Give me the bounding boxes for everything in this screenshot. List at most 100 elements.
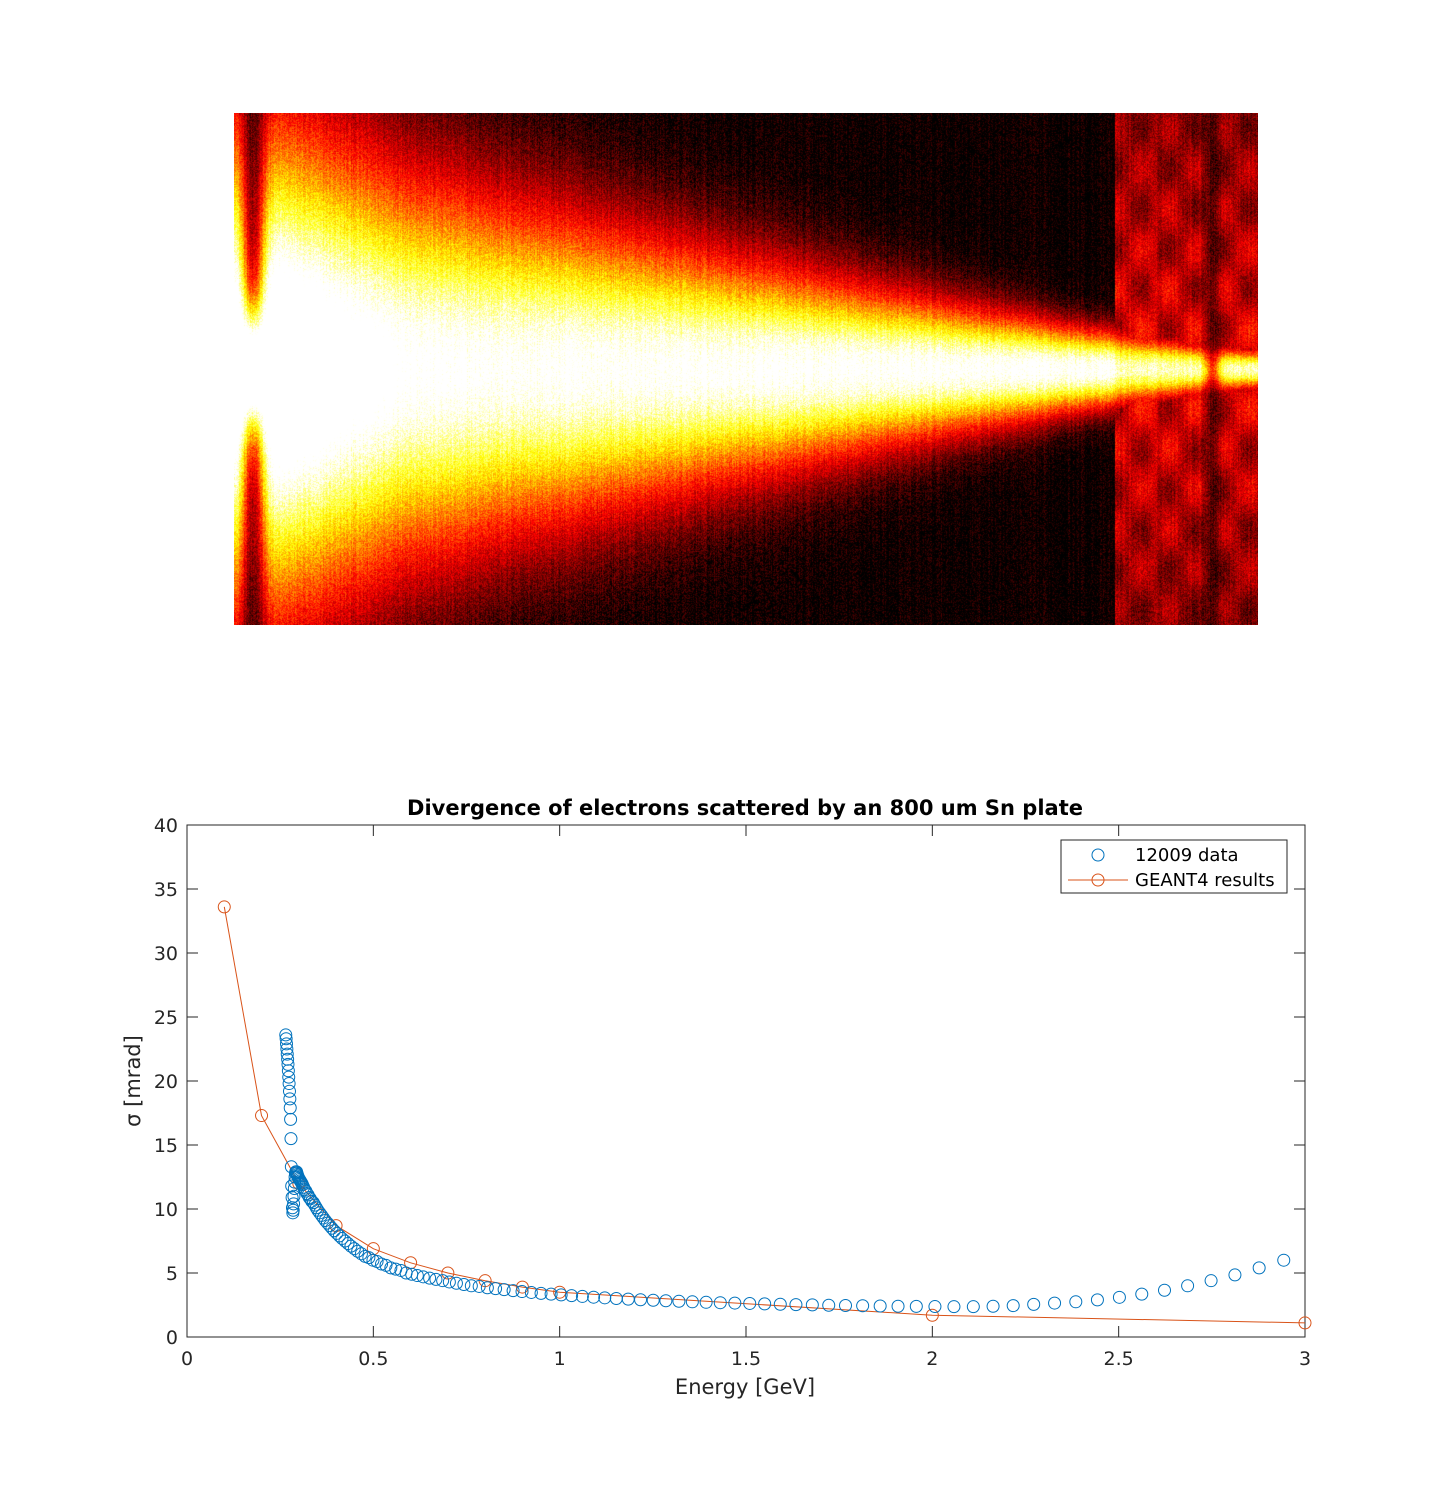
data-point — [1027, 1297, 1041, 1311]
data-point — [305, 1194, 319, 1208]
data-point — [1228, 1268, 1242, 1282]
y-tick-label: 5 — [166, 1263, 178, 1285]
data-point — [544, 1287, 558, 1301]
data-point — [1277, 1253, 1291, 1267]
x-tick-label: 0.5 — [358, 1348, 388, 1370]
data-point — [280, 1042, 294, 1056]
data-point — [713, 1296, 727, 1310]
data-point — [351, 1244, 365, 1258]
data-point — [325, 1221, 339, 1235]
data-point — [565, 1289, 579, 1303]
data-point — [279, 1028, 293, 1042]
data-point — [497, 1283, 511, 1297]
data-point — [672, 1294, 686, 1308]
data-point — [279, 1032, 293, 1046]
x-axis-label: Energy [GeV] — [675, 1375, 815, 1399]
heatmap-image — [234, 113, 1258, 625]
legend-marker-12009-data — [1091, 848, 1105, 862]
x-axis-ticks — [186, 825, 1306, 1337]
data-point — [1048, 1296, 1062, 1310]
x-tick-label: 3 — [1299, 1348, 1311, 1370]
geant4-point — [217, 900, 231, 914]
legend-marker-geant4 — [1091, 873, 1105, 887]
y-tick-label: 10 — [154, 1199, 178, 1221]
data-point — [347, 1242, 361, 1256]
data-point — [685, 1295, 699, 1309]
data-point — [1090, 1293, 1104, 1307]
y-tick-label: 40 — [154, 815, 178, 837]
data-point — [464, 1279, 478, 1293]
data-point — [646, 1293, 660, 1307]
data-point — [1006, 1299, 1020, 1313]
y-tick-label: 35 — [154, 879, 178, 901]
y-tick-label: 20 — [154, 1071, 178, 1093]
data-point — [489, 1282, 503, 1296]
legend: 12009 data GEANT4 results — [1060, 839, 1288, 894]
data-point — [283, 1092, 297, 1106]
data-point — [354, 1247, 368, 1261]
data-point — [303, 1192, 317, 1206]
data-point — [287, 1197, 301, 1211]
data-point — [280, 1047, 294, 1061]
series-12009-data — [279, 1028, 1291, 1314]
data-point — [320, 1216, 334, 1230]
chart-title: Divergence of electrons scattered by an … — [407, 796, 1083, 820]
data-point — [839, 1299, 853, 1313]
data-point — [1135, 1287, 1149, 1301]
data-point — [659, 1294, 673, 1308]
legend-label-geant4: GEANT4 results — [1135, 870, 1275, 891]
x-tick-label: 1 — [554, 1348, 566, 1370]
data-point — [282, 1070, 296, 1084]
y-tick-label: 15 — [154, 1135, 178, 1157]
y-tick-label: 25 — [154, 1007, 178, 1029]
data-point — [282, 1077, 296, 1091]
data-point — [457, 1278, 471, 1292]
data-point — [362, 1251, 376, 1265]
data-point — [789, 1298, 803, 1312]
data-point — [384, 1261, 398, 1275]
data-point — [318, 1214, 332, 1228]
data-point — [281, 1057, 295, 1071]
data-point — [1069, 1295, 1083, 1309]
y-axis-tick-labels: 0 5 10 15 20 25 30 35 40 — [154, 815, 178, 1349]
data-point — [449, 1276, 463, 1290]
data-point — [515, 1285, 529, 1299]
data-point — [743, 1296, 757, 1310]
y-axis-label: σ [mrad] — [121, 1035, 145, 1127]
data-point — [524, 1285, 538, 1299]
data-point — [822, 1298, 836, 1312]
data-point — [442, 1275, 456, 1289]
data-point — [344, 1239, 358, 1253]
data-point — [873, 1299, 887, 1313]
x-tick-label: 2 — [926, 1348, 938, 1370]
y-axis-ticks — [187, 824, 1305, 1338]
data-point — [773, 1297, 787, 1311]
data-point — [480, 1281, 494, 1295]
data-point — [856, 1299, 870, 1313]
data-point — [284, 1132, 298, 1146]
data-point — [728, 1296, 742, 1310]
data-point — [634, 1293, 648, 1307]
data-point — [891, 1299, 905, 1313]
data-point — [1252, 1261, 1266, 1275]
data-point — [410, 1269, 424, 1283]
data-point — [284, 1112, 298, 1126]
data-point — [928, 1300, 942, 1314]
data-point — [554, 1288, 568, 1302]
data-point — [534, 1286, 548, 1300]
data-point — [281, 1064, 295, 1078]
data-point — [436, 1274, 450, 1288]
data-point — [282, 1084, 296, 1098]
data-point — [416, 1270, 430, 1284]
data-point — [587, 1290, 601, 1304]
geant4-point — [925, 1308, 939, 1322]
data-point — [429, 1272, 443, 1286]
data-point — [1158, 1283, 1172, 1297]
x-axis-tick-labels: 0 0.5 1 1.5 2 2.5 3 — [181, 1348, 1311, 1370]
geant4-point — [255, 1109, 269, 1123]
x-tick-label: 2.5 — [1104, 1348, 1134, 1370]
geant4-point — [441, 1266, 455, 1280]
data-point — [575, 1289, 589, 1303]
data-point — [1181, 1279, 1195, 1293]
